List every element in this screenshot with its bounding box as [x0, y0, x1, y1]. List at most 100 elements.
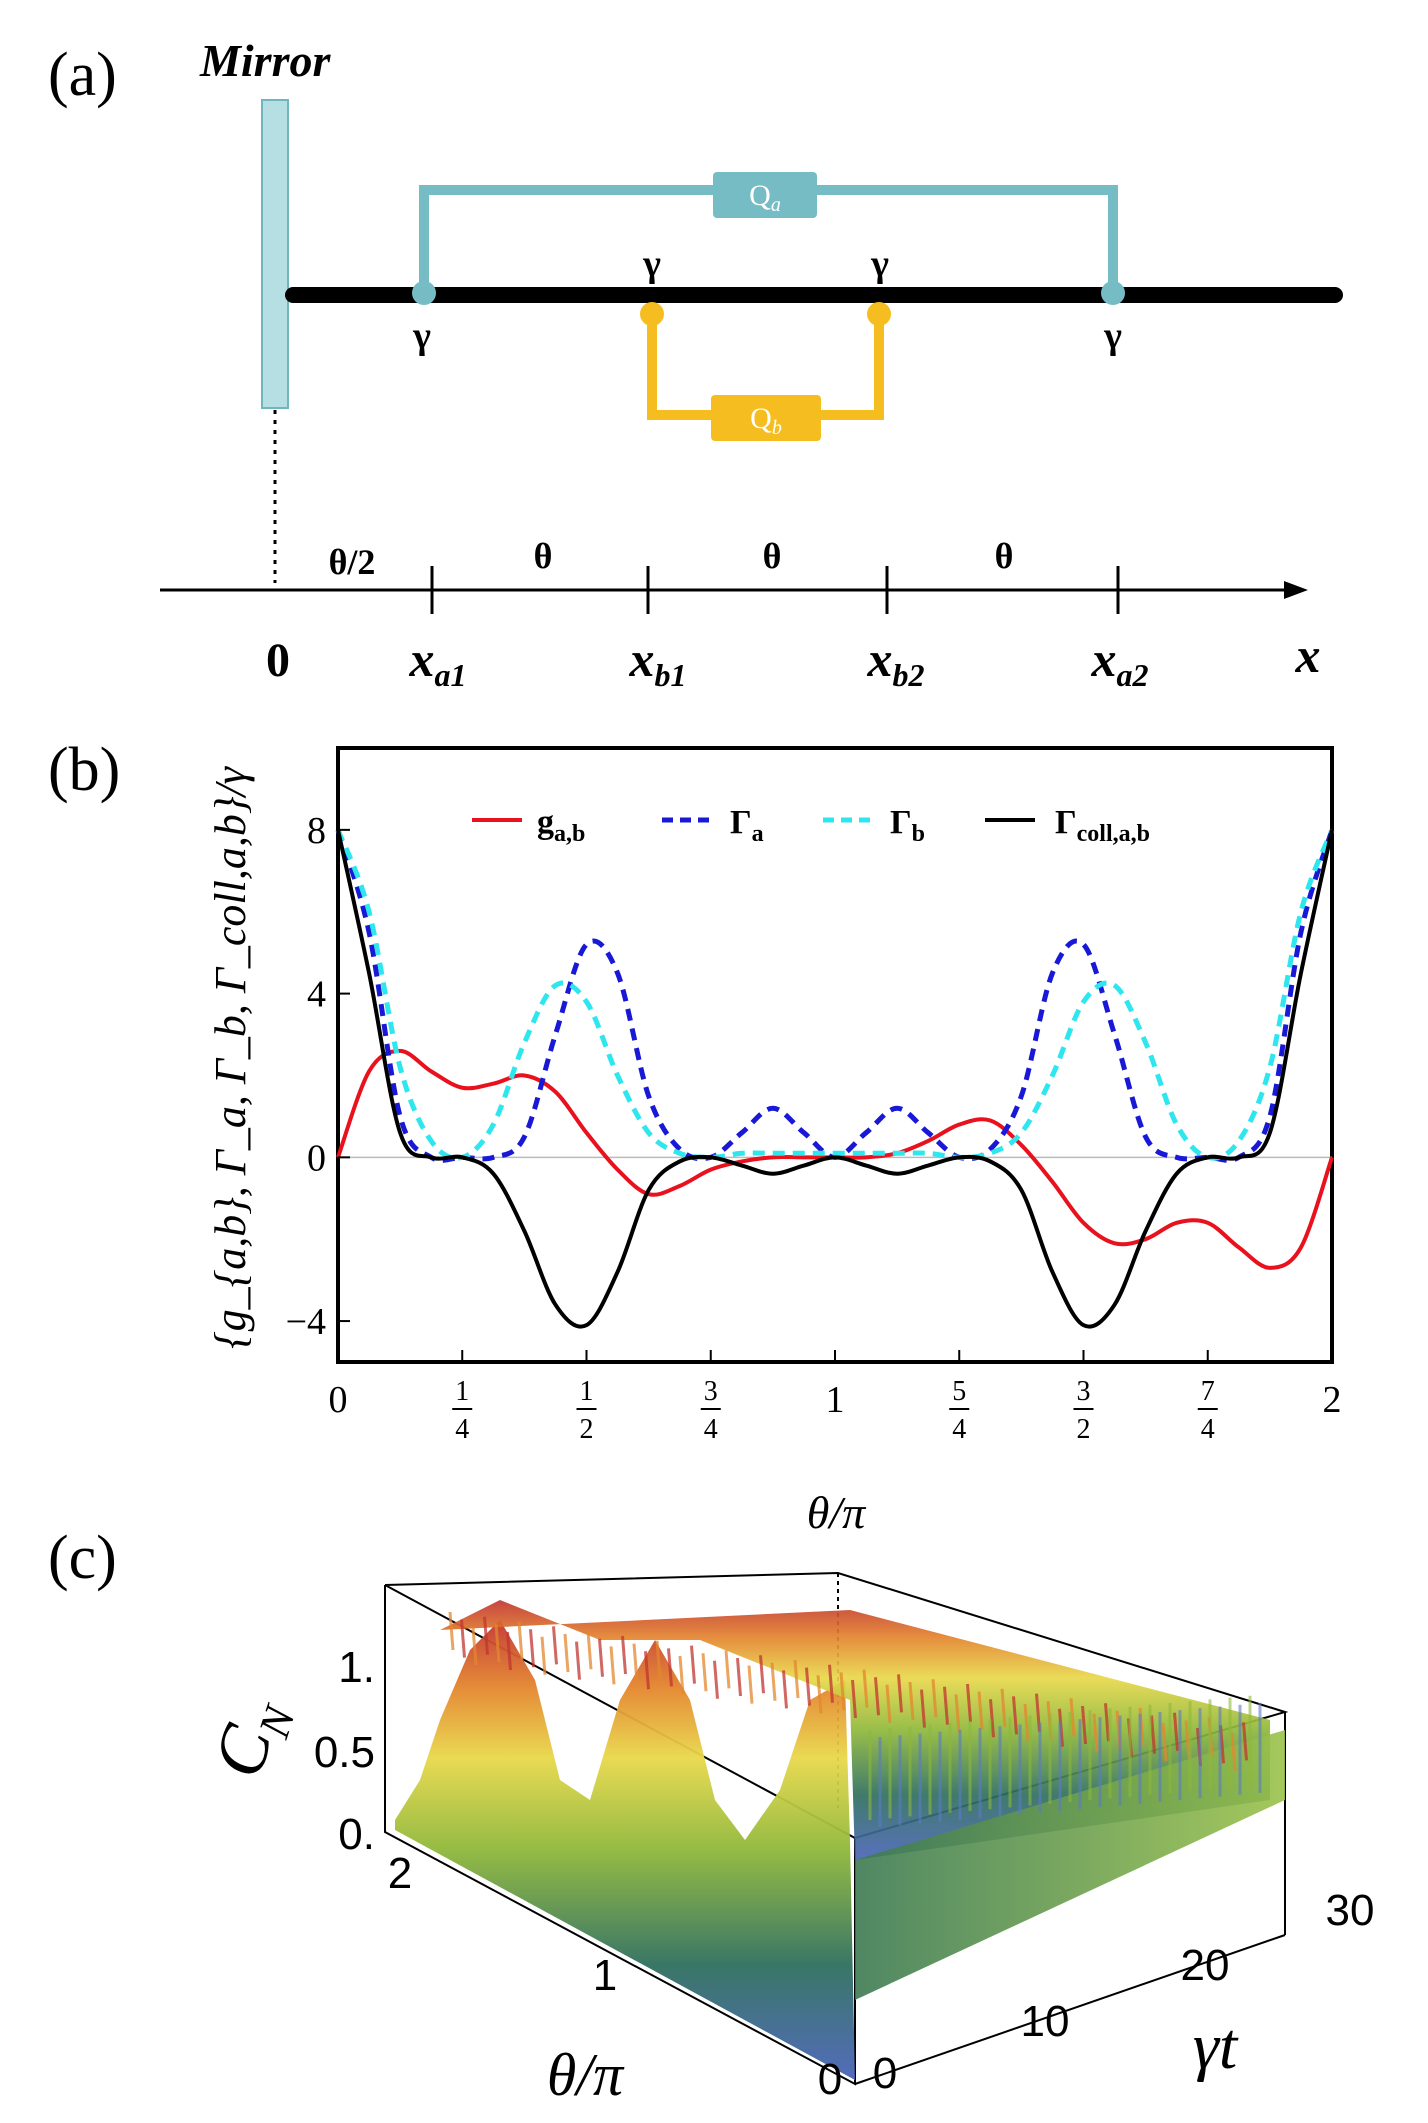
qa1-dot — [412, 281, 436, 305]
x-tick-label-den: 4 — [704, 1414, 718, 1445]
y-tick-label: 8 — [307, 810, 326, 852]
surface-ridge — [586, 1631, 593, 1670]
x-axis-arrow — [1284, 581, 1308, 599]
x-tick-label: 0 — [329, 1379, 348, 1421]
surface-ridge — [793, 1659, 800, 1699]
surface-ridge — [575, 1641, 581, 1680]
surface-ridge — [563, 1633, 570, 1673]
panel-b-label: (b) — [48, 736, 120, 804]
c-y-axis-label: γt — [1193, 2010, 1239, 2083]
surface-ridge — [621, 1635, 627, 1675]
frame-bottom-right — [854, 1934, 1286, 2085]
panel-c: (c) — [48, 1524, 1374, 2108]
spacing-label-1: θ — [534, 536, 553, 576]
gamma-b2: γ — [870, 243, 889, 285]
surface-ridge — [782, 1670, 788, 1709]
qa-box — [713, 172, 817, 218]
pos-label-xa1: xa1 — [409, 631, 467, 693]
z-tick-05: 0.5 — [314, 1728, 375, 1777]
pos-label-xa2: xa2 — [1091, 631, 1149, 693]
surface-ridge — [931, 1679, 938, 1718]
surface-ridge — [816, 1675, 823, 1714]
c-x-axis-label: θ/π — [547, 2042, 625, 2108]
legend-label-gamma-coll: Γcoll,a,b — [1055, 804, 1150, 847]
panel-a: (a) Mirror Qa Qb γ γ γ γ θ/2 θ θ θ — [48, 35, 1343, 693]
qa2-dot — [1101, 281, 1125, 305]
surface-ridge — [494, 1624, 501, 1663]
x-tick-label-den: 4 — [1201, 1414, 1215, 1445]
surface-ridge — [897, 1674, 903, 1713]
surface-ridge — [655, 1640, 662, 1679]
pos-label-xb2: xb2 — [867, 631, 925, 693]
surface-ridge — [540, 1636, 547, 1675]
series-line-3 — [336, 829, 1334, 1329]
surface-ridge — [678, 1655, 685, 1695]
surface-ridge — [1000, 1688, 1007, 1727]
surface-ridge — [609, 1646, 616, 1685]
y-tick-label: 4 — [307, 974, 326, 1016]
surface-front — [395, 1620, 855, 2080]
plot-frame — [336, 746, 1334, 1364]
x-tick-0: 0 — [818, 2055, 842, 2104]
surface-ridge — [977, 1691, 984, 1730]
surface-ridge — [713, 1660, 719, 1699]
surface-ridge — [1173, 1712, 1179, 1751]
surface-ridge — [448, 1611, 455, 1651]
surface-ridge — [517, 1621, 524, 1660]
y-tick-label: −4 — [286, 1301, 326, 1343]
x-tick-label: 1 — [826, 1379, 845, 1421]
x-tick-label-num: 3 — [1077, 1376, 1091, 1407]
x-axis-label: θ/π — [807, 1487, 867, 1538]
surface-ridge — [1104, 1703, 1110, 1742]
surface-ridge — [839, 1672, 846, 1711]
z-tick-0: 0. — [338, 1810, 375, 1859]
y-axis-label: {g_{a,b}, Γ_a, Γ_b, Γ_coll,a,b}/γ — [206, 765, 255, 1349]
y-tick-20: 20 — [1181, 1941, 1230, 1990]
surface-ridge — [805, 1667, 811, 1706]
surface-ridge — [690, 1645, 696, 1684]
surface-ridge — [885, 1684, 892, 1723]
surface-ridge — [943, 1686, 949, 1725]
z-axis-label: CN — [197, 1686, 305, 1789]
surface-ridge — [908, 1681, 915, 1721]
surface-floor — [855, 1730, 1285, 2000]
surface-ridge — [770, 1662, 777, 1701]
x-tick-label: 2 — [1323, 1379, 1342, 1421]
surface-ridge — [954, 1694, 961, 1733]
qb-box — [711, 395, 821, 441]
x-tick-label-den: 4 — [455, 1414, 469, 1445]
surface-ridge — [724, 1650, 731, 1689]
surface-plot — [395, 1600, 1285, 2080]
qb2-dot — [867, 302, 891, 326]
surface-ridge — [736, 1657, 742, 1697]
spacing-label-2: θ — [763, 536, 782, 576]
surface-ridge — [598, 1638, 604, 1677]
series-line-1 — [335, 829, 1335, 1163]
surface-ridge — [644, 1651, 650, 1690]
half-spacing-label: θ/2 — [329, 542, 376, 582]
surface-ridge — [529, 1629, 535, 1668]
x-tick-label-den: 4 — [952, 1414, 966, 1445]
axis-var-label: x — [1295, 627, 1321, 683]
surface-ridge — [828, 1664, 834, 1703]
panel-c-label: (c) — [48, 1524, 117, 1592]
y-tick-10: 10 — [1021, 1997, 1070, 2046]
surface-ridge — [1012, 1696, 1018, 1735]
surface-ridge — [1023, 1703, 1030, 1743]
x-tick-1: 1 — [593, 1951, 617, 2000]
gamma-a2: γ — [1103, 315, 1122, 357]
legend-label-g: ga,b — [537, 804, 585, 847]
x-tick-label-num: 1 — [455, 1376, 469, 1407]
x-tick-label-num: 3 — [704, 1376, 718, 1407]
surface-back — [440, 1600, 1270, 1860]
x-tick-label-num: 5 — [952, 1376, 966, 1407]
surface-ridge — [966, 1683, 972, 1723]
surface-ridge — [851, 1679, 857, 1719]
surface-ridge — [1230, 1732, 1237, 1771]
z-tick-1: 1. — [338, 1643, 375, 1692]
surface-ridge — [1092, 1713, 1099, 1752]
qb1-dot — [640, 302, 664, 326]
surface-ridge — [1161, 1723, 1168, 1762]
